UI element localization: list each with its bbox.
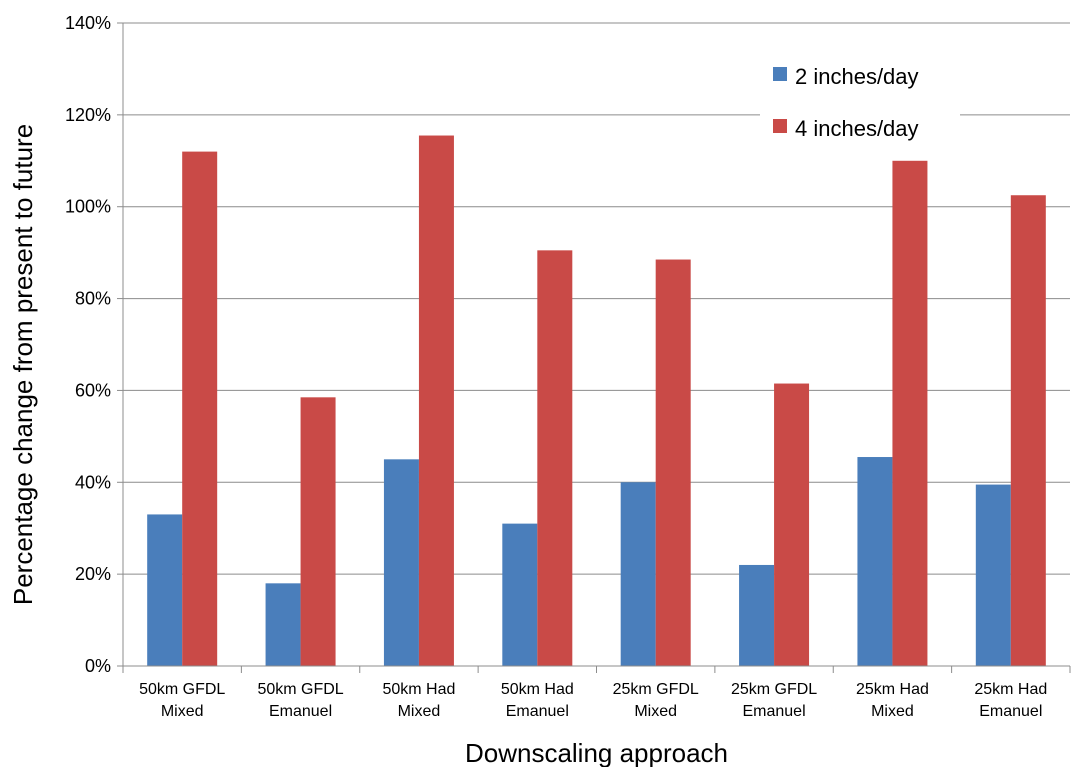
x-tick-label: 25km Had [974, 681, 1047, 698]
x-tick-label: 25km GFDL [613, 681, 699, 698]
bar-4-inches [892, 160, 928, 667]
bar-2-inches [265, 583, 301, 666]
x-tick-label: 50km GFDL [257, 681, 343, 698]
y-tick-label: 20% [75, 564, 111, 584]
bar-2-inches [620, 482, 656, 666]
x-tick-label: 25km Had [856, 681, 929, 698]
gridlines [123, 22, 1070, 575]
x-tick-label: 50km Had [501, 681, 574, 698]
x-tick-label: Mixed [161, 703, 204, 720]
legend-swatch-2-inches [773, 67, 787, 81]
legend-swatch-4-inches [773, 119, 787, 133]
bar-4-inches [537, 250, 573, 666]
y-axis-tick-labels: 0% 20% 40% 60% 80% 100% 120% 140% [65, 13, 111, 676]
x-tick-label: Mixed [634, 703, 677, 720]
bar-4-inches [300, 397, 336, 666]
bar-2-inches [147, 514, 183, 666]
legend-label-2-inches: 2 inches/day [795, 64, 919, 89]
x-tick-label: 50km GFDL [139, 681, 225, 698]
y-tick-label: 140% [65, 13, 111, 33]
x-tick-label: Emanuel [506, 703, 569, 720]
x-tick-label: Mixed [398, 703, 441, 720]
bar-2-inches [502, 523, 538, 666]
legend-background [760, 52, 960, 152]
axes [117, 22, 1071, 673]
bar-2-inches [857, 457, 893, 666]
x-tick-label: Emanuel [269, 703, 332, 720]
bar-4-inches [655, 259, 691, 666]
x-tick-label: Emanuel [742, 703, 805, 720]
x-tick-label: 50km Had [382, 681, 455, 698]
x-tick-label: Emanuel [979, 703, 1042, 720]
bars [147, 135, 1046, 667]
y-tick-label: 60% [75, 380, 111, 400]
y-tick-label: 40% [75, 472, 111, 492]
bar-4-inches [182, 151, 218, 667]
bar-2-inches [975, 484, 1011, 666]
y-tick-label: 100% [65, 197, 111, 217]
bar-4-inches [418, 135, 454, 666]
x-axis-tick-labels: 50km GFDL Mixed 50km GFDL Emanuel 50km Had Mi… [139, 681, 1047, 720]
legend: 2 inches/day 4 inches/day [760, 52, 960, 152]
x-axis-title: Downscaling approach [465, 738, 728, 767]
y-tick-label: 120% [65, 105, 111, 125]
bar-2-inches [383, 459, 419, 666]
y-axis-title: Percentage change from present to future [8, 124, 38, 605]
x-tick-label: Mixed [871, 703, 914, 720]
y-tick-label: 80% [75, 289, 111, 309]
bar-2-inches [739, 564, 775, 666]
x-tick-label: 25km GFDL [731, 681, 817, 698]
y-tick-label: 0% [85, 656, 111, 676]
legend-label-4-inches: 4 inches/day [795, 116, 919, 141]
bar-4-inches [1010, 195, 1046, 666]
bar-4-inches [774, 383, 810, 666]
